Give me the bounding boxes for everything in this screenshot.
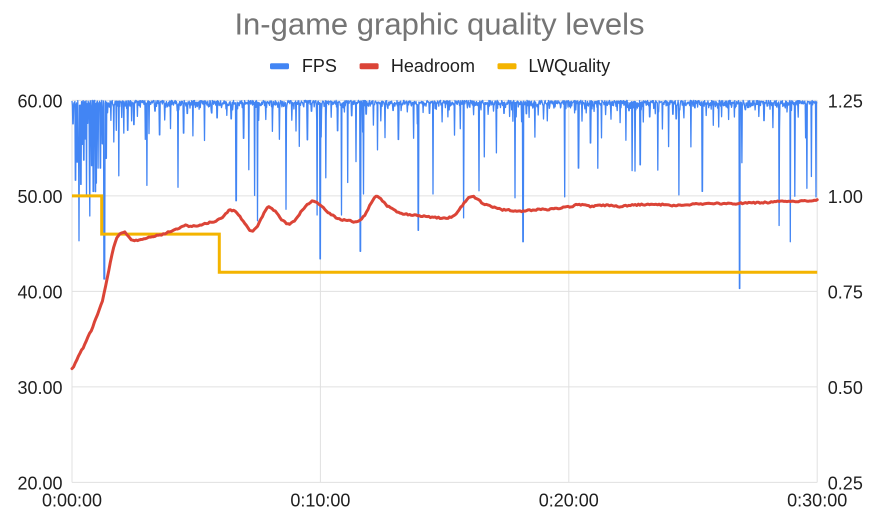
svg-text:0:10:00: 0:10:00 xyxy=(290,491,350,511)
svg-text:FPS: FPS xyxy=(302,56,337,76)
svg-text:0:30:00: 0:30:00 xyxy=(787,491,847,511)
svg-text:50.00: 50.00 xyxy=(17,187,62,207)
svg-text:20.00: 20.00 xyxy=(17,473,62,493)
svg-text:0:00:00: 0:00:00 xyxy=(42,491,102,511)
svg-text:0.25: 0.25 xyxy=(828,473,863,493)
svg-text:0.75: 0.75 xyxy=(828,282,863,302)
svg-text:1.25: 1.25 xyxy=(828,91,863,111)
svg-text:0.50: 0.50 xyxy=(828,378,863,398)
svg-text:LWQuality: LWQuality xyxy=(528,56,610,76)
svg-text:0:20:00: 0:20:00 xyxy=(539,491,599,511)
svg-text:Headroom: Headroom xyxy=(391,56,475,76)
svg-text:1.00: 1.00 xyxy=(828,187,863,207)
svg-text:40.00: 40.00 xyxy=(17,282,62,302)
svg-text:60.00: 60.00 xyxy=(17,91,62,111)
svg-text:In-game graphic quality levels: In-game graphic quality levels xyxy=(234,7,644,42)
svg-text:30.00: 30.00 xyxy=(17,378,62,398)
